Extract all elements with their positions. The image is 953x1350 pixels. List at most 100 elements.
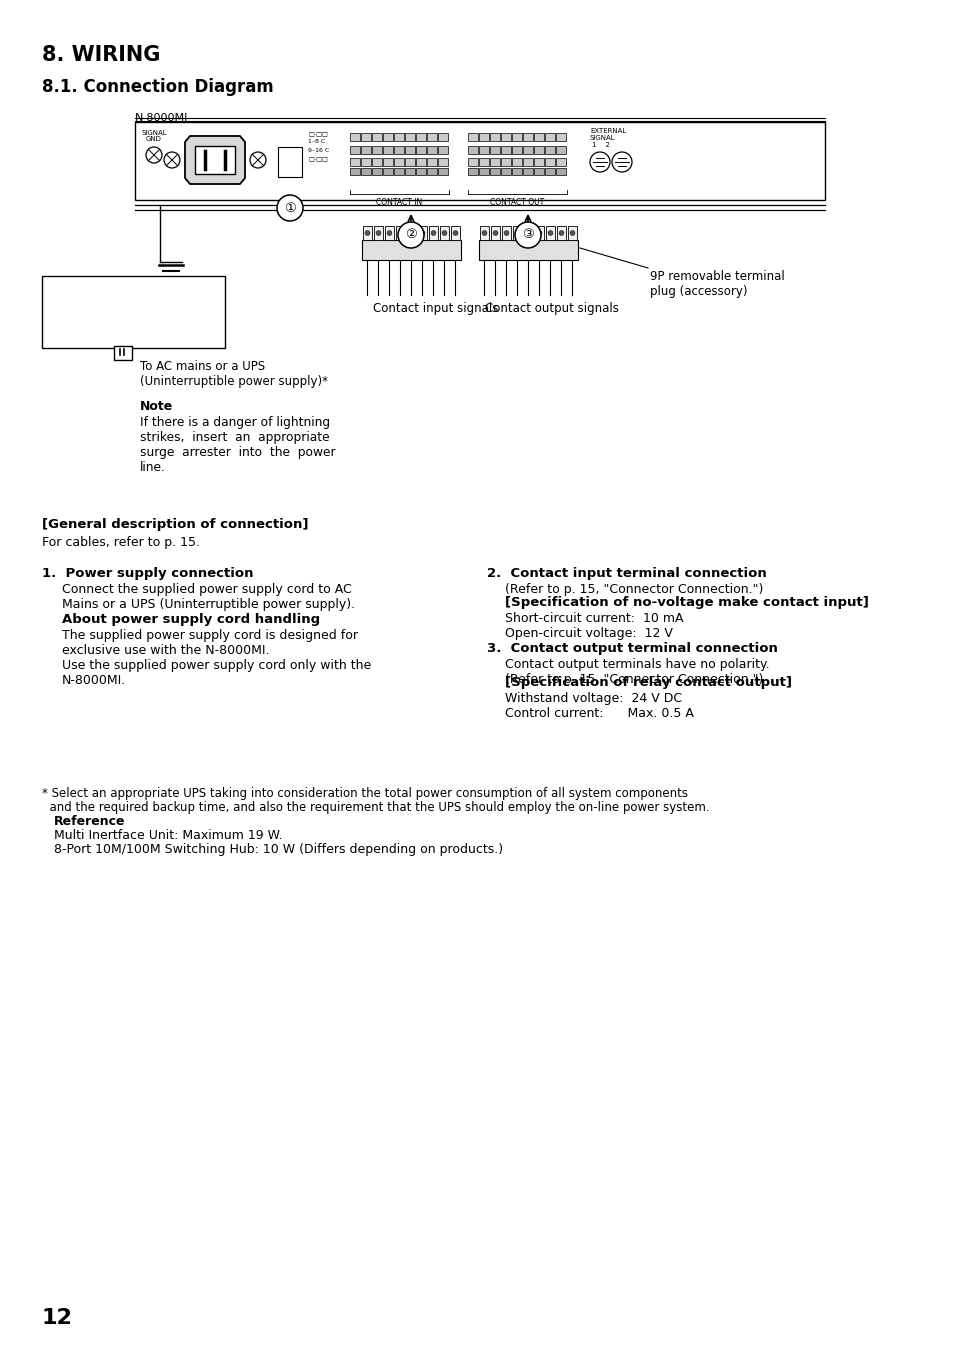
Text: ①: ① [284, 201, 295, 215]
Bar [405, 167, 415, 176]
Text: To AC mains or a UPS
(Uninterruptible power supply)*: To AC mains or a UPS (Uninterruptible po… [140, 360, 328, 387]
Circle shape [365, 231, 370, 235]
Bar [437, 158, 448, 166]
Circle shape [375, 231, 380, 235]
Circle shape [453, 231, 457, 235]
Bar [468, 146, 477, 154]
Text: Contact output signals: Contact output signals [484, 302, 618, 315]
Circle shape [515, 231, 519, 235]
Circle shape [558, 231, 563, 235]
Bar [534, 134, 543, 140]
Text: Withstand voltage:  24 V DC
Control current:      Max. 0.5 A: Withstand voltage: 24 V DC Control curre… [504, 693, 693, 720]
Bar [556, 134, 565, 140]
Text: CONTACT OUT: CONTACT OUT [489, 198, 543, 207]
Bar [437, 146, 448, 154]
Bar [544, 158, 555, 166]
Text: ②: ② [405, 228, 416, 242]
Circle shape [547, 231, 553, 235]
Bar [512, 167, 521, 176]
Bar [405, 158, 415, 166]
Bar [416, 167, 426, 176]
Circle shape [409, 231, 414, 235]
Bar [394, 146, 403, 154]
Circle shape [481, 231, 486, 235]
Text: If there is a danger of lightning
strikes,  insert  an  appropriate
surge  arres: If there is a danger of lightning strike… [140, 416, 335, 474]
Bar [534, 146, 543, 154]
Bar [394, 158, 403, 166]
Circle shape [387, 231, 392, 235]
Bar [194, 146, 234, 174]
Text: 9P removable terminal
plug (accessory): 9P removable terminal plug (accessory) [649, 270, 784, 298]
Bar [360, 134, 371, 140]
Text: Multi Inertface Unit: Maximum 19 W.: Multi Inertface Unit: Maximum 19 W. [54, 829, 282, 842]
Bar [427, 167, 436, 176]
Circle shape [397, 221, 423, 248]
Text: The supplied power supply cord is designed for
exclusive use with the N-8000MI.
: The supplied power supply cord is design… [62, 629, 371, 687]
Circle shape [397, 231, 402, 235]
Bar [417, 225, 427, 240]
Bar [478, 134, 489, 140]
Bar [372, 167, 381, 176]
Bar [427, 134, 436, 140]
Bar [522, 134, 533, 140]
Bar [522, 167, 533, 176]
Text: 9–16 C: 9–16 C [308, 148, 329, 153]
Circle shape [431, 231, 436, 235]
Bar [478, 167, 489, 176]
Bar [468, 134, 477, 140]
Text: 8. WIRING: 8. WIRING [42, 45, 160, 65]
Text: ③: ③ [521, 228, 534, 242]
Bar [512, 146, 521, 154]
Bar [512, 134, 521, 140]
Bar [350, 146, 359, 154]
Bar [500, 134, 511, 140]
Text: 1–8 C: 1–8 C [308, 139, 325, 144]
Text: N-8000MI: N-8000MI [135, 113, 188, 123]
Text: 12: 12 [42, 1308, 72, 1328]
Bar [468, 158, 477, 166]
Bar [501, 225, 511, 240]
Text: [Specification of relay contact output]: [Specification of relay contact output] [504, 676, 791, 688]
Text: Reference: Reference [54, 815, 126, 828]
Text: [General description of connection]: [General description of connection] [42, 518, 308, 531]
Bar [500, 167, 511, 176]
Text: and the required backup time, and also the requirement that the UPS should emplo: and the required backup time, and also t… [42, 801, 709, 814]
Circle shape [537, 231, 541, 235]
Bar [394, 167, 403, 176]
Bar [437, 134, 448, 140]
Bar [523, 225, 533, 240]
Circle shape [493, 231, 497, 235]
Bar [544, 134, 555, 140]
Text: * Select an appropriate UPS taking into consideration the total power consumptio: * Select an appropriate UPS taking into … [42, 787, 687, 801]
Text: 8-Port 10M/100M Switching Hub: 10 W (Differs depending on products.): 8-Port 10M/100M Switching Hub: 10 W (Dif… [54, 842, 502, 856]
Bar [535, 225, 543, 240]
Text: GND: GND [146, 136, 162, 142]
Bar [544, 146, 555, 154]
Text: SIGNAL: SIGNAL [589, 135, 615, 140]
Text: □-□□: □-□□ [308, 132, 328, 136]
Bar [385, 225, 394, 240]
Text: 1.  Power supply connection: 1. Power supply connection [42, 567, 253, 580]
Bar [512, 158, 521, 166]
Bar [491, 225, 499, 240]
Bar [405, 134, 415, 140]
Bar [374, 225, 382, 240]
Bar [534, 158, 543, 166]
Bar [382, 158, 393, 166]
Bar [522, 158, 533, 166]
Text: Contact input signals: Contact input signals [373, 302, 497, 315]
Bar [437, 167, 448, 176]
Bar [513, 225, 521, 240]
Circle shape [503, 231, 509, 235]
Bar [360, 167, 371, 176]
Text: For cables, refer to p. 15.: For cables, refer to p. 15. [42, 536, 200, 549]
Bar [556, 167, 565, 176]
Circle shape [515, 221, 540, 248]
Bar [556, 158, 565, 166]
Text: Be sure to ground this
terminal unless the unit
connects to a PBX.: Be sure to ground this terminal unless t… [50, 284, 192, 327]
Bar [429, 225, 437, 240]
Bar [395, 225, 405, 240]
Circle shape [441, 231, 447, 235]
Text: Contact output terminals have no polarity.
(Refer to p. 15, "Connector Connectio: Contact output terminals have no polarit… [504, 657, 769, 686]
Bar [42, 275, 225, 348]
